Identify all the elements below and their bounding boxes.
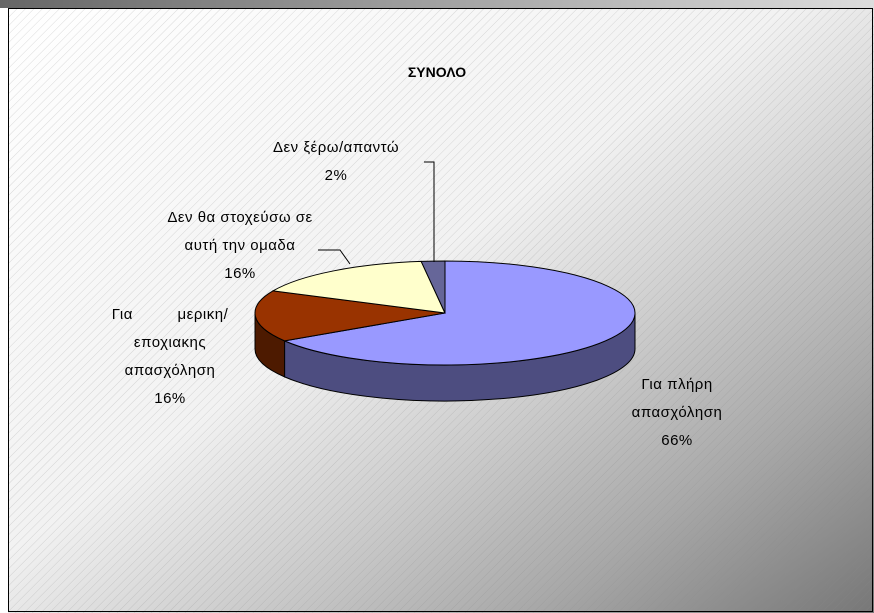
value-label: 66% <box>661 432 693 449</box>
data-label: Για πλήρη απασχόληση 66% <box>612 371 742 455</box>
slice <box>254 290 446 342</box>
slice <box>271 260 446 314</box>
category-label: Για πλήρη απασχόληση <box>631 376 723 421</box>
data-label: Δεν ξέρω/απαντώ 2% <box>256 134 416 190</box>
shadow <box>0 0 874 8</box>
value-label: 16% <box>154 390 186 407</box>
category-label: Δεν θα στοχεύσω σε αυτή την ομαδα <box>167 209 313 254</box>
data-label: Δεν θα στοχεύσω σε αυτή την ομαδα 16% <box>150 204 330 288</box>
value-label: 16% <box>224 265 256 282</box>
slice <box>282 260 636 366</box>
leaders <box>318 161 435 265</box>
value-label: 2% <box>324 167 348 184</box>
chart-title: ΣΥΝΟΛΟ <box>407 64 467 80</box>
frame <box>8 8 873 612</box>
pie <box>254 260 636 402</box>
data-label: Για μερικη/εποχιακης απασχόληση 16% <box>96 301 244 413</box>
category-label: Δεν ξέρω/απαντώ <box>272 139 400 156</box>
slice <box>420 260 446 314</box>
category-label: Για μερικη/εποχιακης απασχόληση <box>111 306 229 379</box>
